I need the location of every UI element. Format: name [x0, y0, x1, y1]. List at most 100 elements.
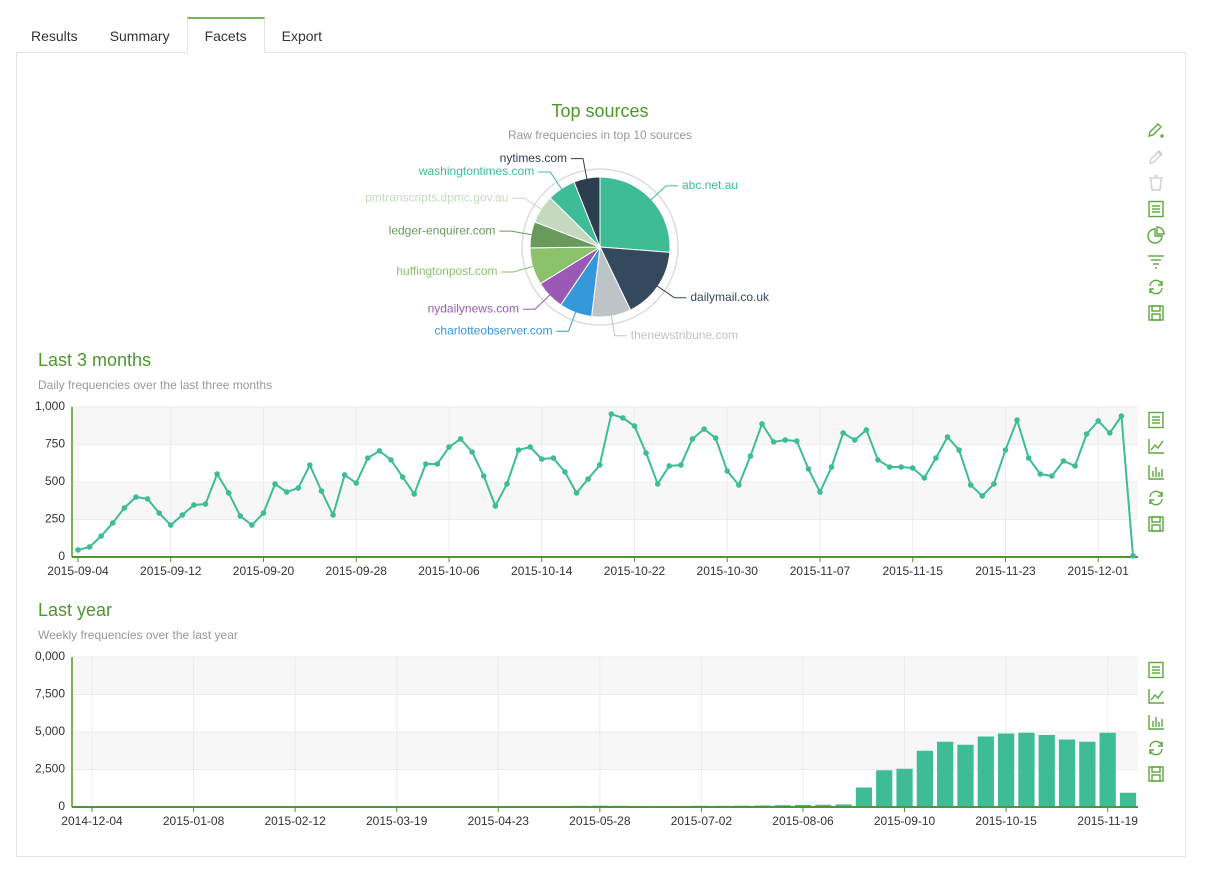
add-icon[interactable] — [1148, 123, 1165, 139]
point — [875, 457, 881, 463]
leader-line — [648, 185, 679, 203]
point — [214, 471, 220, 477]
point — [538, 456, 545, 462]
save-icon[interactable] — [1148, 305, 1164, 321]
point — [921, 475, 928, 481]
point — [724, 468, 731, 474]
save-icon[interactable] — [1148, 766, 1164, 782]
table-icon[interactable] — [1148, 411, 1164, 429]
point — [933, 455, 939, 461]
table-icon[interactable] — [1148, 661, 1164, 679]
leader-line — [512, 197, 545, 212]
point — [620, 415, 626, 421]
slice-label: ledger-enquirer.com — [389, 223, 496, 237]
point — [376, 448, 383, 454]
x-tick-label: 2015-12-01 — [1068, 564, 1130, 578]
point — [423, 461, 429, 467]
point — [712, 435, 719, 441]
bar — [977, 736, 994, 807]
point — [202, 501, 209, 507]
point — [504, 481, 510, 487]
slice-label: thenewstribune.com — [631, 328, 738, 342]
edit-icon[interactable] — [1149, 150, 1163, 164]
x-tick-label: 2015-03-19 — [366, 814, 428, 828]
point — [156, 510, 162, 516]
bar-icon[interactable] — [1148, 464, 1165, 480]
bar — [855, 787, 873, 807]
tab-bar: Results Summary Facets Export — [16, 17, 339, 53]
bar — [1099, 732, 1116, 807]
point — [1072, 463, 1078, 469]
point — [457, 436, 464, 442]
point — [109, 520, 116, 526]
point — [1107, 430, 1113, 436]
x-tick-label: 2015-08-06 — [772, 814, 834, 828]
bar-icon[interactable] — [1148, 714, 1165, 730]
slice-label: nytimes.com — [500, 151, 567, 165]
point — [631, 423, 638, 429]
leader-line — [501, 264, 537, 273]
point — [1130, 553, 1136, 559]
chart-subtitle: Weekly frequencies over the last year — [38, 628, 238, 642]
chart-title: Top sources — [551, 101, 648, 121]
point — [1118, 413, 1125, 419]
tab[interactable]: Results — [31, 28, 78, 44]
line-icon[interactable] — [1148, 438, 1165, 454]
point — [562, 469, 568, 475]
point — [759, 421, 765, 427]
tab[interactable]: Summary — [109, 28, 170, 44]
point — [828, 464, 835, 470]
x-tick-label: 2014-12-04 — [61, 814, 123, 828]
point — [179, 512, 186, 518]
save-icon[interactable] — [1148, 516, 1164, 532]
slice-label: nydailynews.com — [428, 301, 519, 315]
point — [654, 481, 661, 487]
point — [573, 490, 580, 496]
point — [365, 455, 371, 461]
point — [782, 437, 788, 443]
leader-line — [499, 230, 536, 236]
delete-icon[interactable] — [1148, 175, 1164, 191]
bar — [896, 768, 913, 807]
refresh-icon[interactable] — [1149, 279, 1163, 295]
filter-icon[interactable] — [1147, 255, 1165, 269]
line-icon[interactable] — [1148, 688, 1165, 704]
x-tick-label: 2015-11-19 — [1077, 814, 1138, 828]
bar — [794, 804, 812, 807]
point — [863, 427, 870, 433]
refresh-icon[interactable] — [1149, 490, 1163, 506]
toolbar — [1147, 123, 1165, 782]
point — [991, 481, 997, 487]
point — [1014, 417, 1020, 423]
point — [307, 462, 313, 468]
table-icon[interactable] — [1148, 200, 1164, 218]
x-tick-label: 2015-04-23 — [468, 814, 530, 828]
slice-label: washingtontimes.com — [418, 164, 534, 178]
tab[interactable]: Facets — [186, 17, 265, 53]
bar — [1119, 792, 1137, 807]
point — [678, 462, 684, 468]
tab[interactable]: Export — [281, 28, 323, 44]
point — [121, 505, 128, 511]
y-tick-label: 0 — [58, 549, 65, 563]
grid-band — [72, 482, 1138, 520]
point — [75, 547, 81, 553]
pie-ring — [521, 168, 679, 326]
x-tick-label: 2015-09-10 — [874, 814, 936, 828]
point — [585, 476, 591, 482]
point — [86, 544, 93, 550]
pie-icon[interactable] — [1147, 226, 1165, 244]
x-tick-label: 2015-07-02 — [671, 814, 733, 828]
bar — [957, 744, 974, 807]
y-tick-label: 2,500 — [35, 762, 65, 776]
point — [944, 434, 951, 440]
point — [817, 489, 823, 495]
point — [608, 411, 615, 417]
point — [840, 430, 846, 436]
refresh-icon[interactable] — [1149, 740, 1163, 756]
point — [133, 494, 139, 500]
point — [191, 502, 197, 508]
bar — [835, 804, 852, 807]
point — [666, 463, 673, 469]
x-tick-label: 2015-10-30 — [697, 564, 759, 578]
